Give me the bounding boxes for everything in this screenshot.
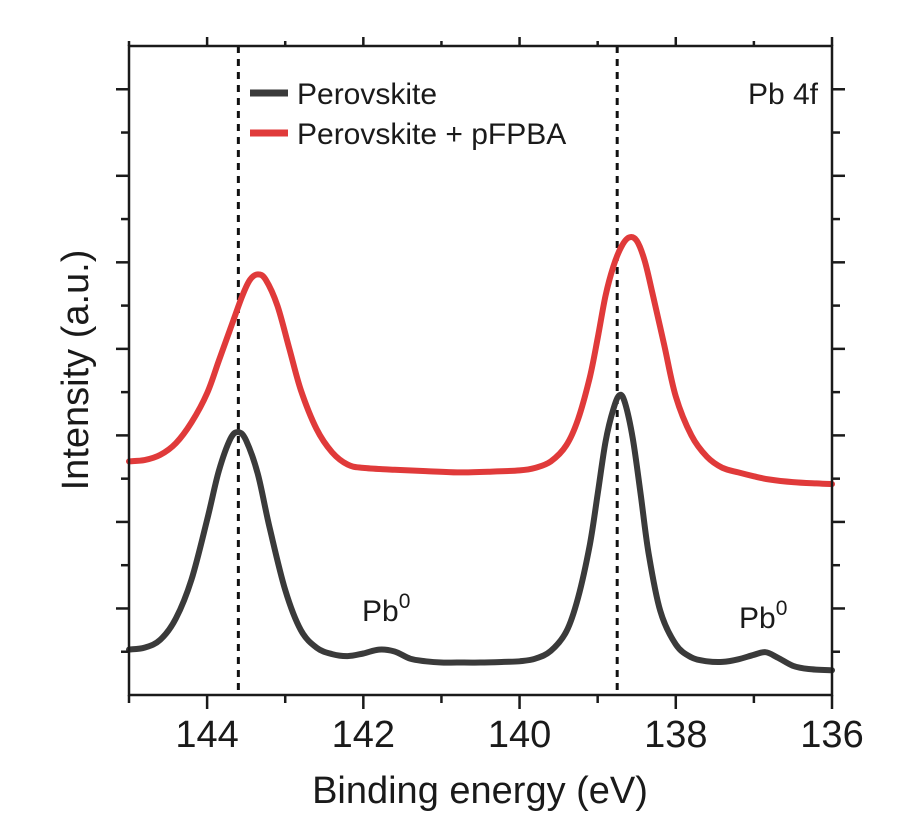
x-tick-label: 138	[644, 714, 707, 756]
legend: Perovskite Perovskite + pFPBA	[250, 78, 566, 151]
series-line-1	[126, 234, 835, 488]
x-tick-label: 136	[800, 714, 863, 756]
panel-label: Pb 4f	[748, 78, 819, 111]
annotation-pb0-left-sup: 0	[399, 590, 411, 613]
plot-frame	[127, 44, 834, 697]
annotation-pb0-right: Pb0	[739, 597, 787, 635]
axis-ticks: 144 142 140 138 136	[116, 37, 864, 756]
annotation-pb0-left: Pb0	[362, 590, 410, 628]
x-tick-label: 142	[332, 714, 395, 756]
legend-label-perovskite: Perovskite	[297, 78, 437, 111]
x-axis-label: Binding energy (eV)	[312, 770, 648, 812]
x-tick-label: 140	[488, 714, 551, 756]
series-line-0	[126, 391, 835, 674]
annotation-pb0-right-text: Pb	[739, 602, 776, 635]
legend-label-perovskite-pfpba: Perovskite + pFPBA	[297, 118, 566, 151]
reference-lines	[236, 46, 619, 695]
annotation-pb0-left-text: Pb	[362, 595, 399, 628]
annotations: Pb0 Pb0	[362, 590, 787, 635]
x-tick-label: 144	[175, 714, 238, 756]
y-axis-label: Intensity (a.u.)	[55, 250, 97, 491]
series-layer	[126, 234, 835, 674]
annotation-pb0-right-sup: 0	[776, 597, 788, 620]
